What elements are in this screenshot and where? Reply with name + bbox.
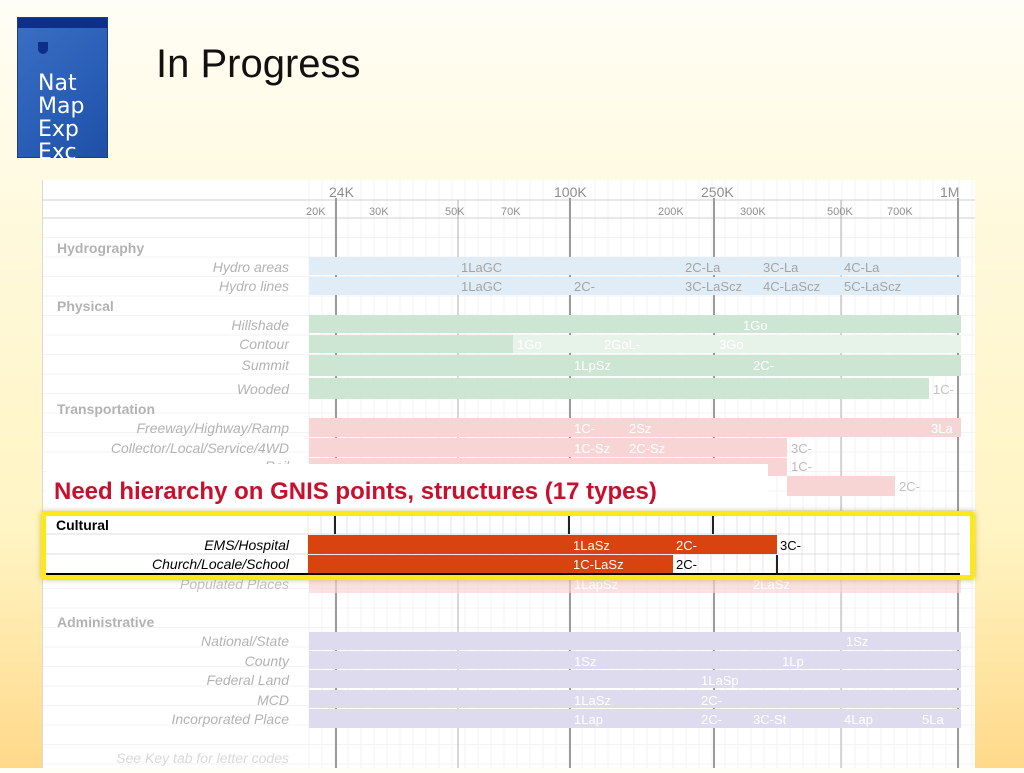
code-hydro-lines-2: 2C- (574, 279, 595, 294)
row-collector: Collector/Local/Service/4WD (111, 440, 289, 456)
code-mcd-2: 2C- (701, 693, 722, 708)
scale-24k: 24K (329, 184, 355, 200)
scale-200k: 200K (658, 206, 684, 218)
code-hydro-areas-2: 2C-La (685, 260, 721, 275)
code-hillshade-1: 1Go (743, 318, 768, 333)
code-contour-3: 3Go (719, 337, 744, 352)
bar-hillshade (309, 315, 961, 333)
bar-federal (309, 670, 961, 688)
code-county-2: 1Lp (782, 654, 804, 669)
logo-line-1: Nat (38, 71, 77, 96)
code-summit-2: 2C- (753, 358, 774, 373)
code-incorporated-1: 1Lap (574, 712, 603, 727)
section-physical: Physical (57, 298, 114, 314)
code-wooded-1: 1C- (933, 382, 954, 397)
bar-ems (308, 535, 777, 554)
row-hillshade: Hillshade (231, 317, 289, 333)
code-freeway-1: 1C- (574, 421, 595, 436)
scale-20k: 20K (306, 206, 326, 218)
section-cultural: Cultural (56, 517, 109, 533)
shield-icon (38, 42, 48, 54)
bar-summit (309, 355, 961, 376)
natmap-logo: Nat Map Exp Exc (18, 18, 107, 164)
scale-500k: 500K (827, 206, 853, 218)
bar-rail-extra (787, 476, 895, 496)
code-hydro-areas-4: 4C-La (844, 260, 880, 275)
row-national: National/State (201, 633, 289, 649)
logo-line-2: Map (38, 94, 85, 119)
row-mcd: MCD (257, 692, 289, 708)
section-administrative: Administrative (57, 614, 154, 630)
code-collector-1: 1C-Sz (574, 441, 610, 456)
row-summit: Summit (242, 357, 291, 373)
row-ems: EMS/Hospital (204, 537, 290, 553)
code-contour-2: 2GoL- (604, 337, 640, 352)
scale-250k: 250K (701, 184, 734, 200)
bar-wooded (309, 378, 929, 399)
cultural-highlight-frame (41, 511, 975, 580)
section-hydrography: Hydrography (57, 240, 144, 256)
code-incorporated-4: 4Lap (844, 712, 873, 727)
footer-note: See Key tab for letter codes (116, 750, 289, 766)
bar-mcd (309, 690, 961, 708)
logo-stripe (18, 18, 107, 28)
code-contour-1: 1Go (517, 337, 542, 352)
code-incorporated-5: 5La (922, 712, 944, 727)
code-rail-1: 1C- (791, 459, 812, 474)
code-hydro-areas-1: 1LaGC (461, 260, 502, 275)
scale-50k: 50K (445, 206, 465, 218)
code-hydro-lines-5: 5C-LaScz (844, 279, 901, 294)
scale-1m: 1M (940, 184, 959, 200)
bar-collector (309, 438, 787, 457)
row-wooded: Wooded (237, 381, 290, 397)
code-collector-2: 2C-Sz (629, 441, 665, 456)
code-incorporated-2: 2C- (701, 712, 722, 727)
scale-70k: 70K (501, 206, 521, 218)
code-church-1: 1C-LaSz (573, 557, 624, 572)
code-summit-1: 1LpSz (574, 358, 611, 373)
code-incorporated-3: 3C-St (753, 712, 787, 727)
row-church: Church/Locale/School (152, 556, 290, 572)
code-ems-3: 3C- (780, 538, 801, 553)
section-transportation: Transportation (57, 401, 155, 417)
code-hydro-areas-3: 3C-La (763, 260, 799, 275)
code-federal-1: 1LaSp (701, 673, 739, 688)
cultural-block: Cultural EMS/Hospital Church/Locale/Scho… (46, 516, 970, 575)
row-federal: Federal Land (206, 672, 290, 688)
code-mcd-1: 1LaSz (574, 693, 611, 708)
code-ems-2: 2C- (676, 538, 697, 553)
code-county-1: 1Sz (574, 654, 596, 669)
code-hydro-lines-3: 3C-LaScz (685, 279, 742, 294)
code-rail-2: 2C- (899, 479, 920, 494)
scale-700k: 700K (887, 206, 913, 218)
bar-county (309, 651, 961, 669)
code-freeway-3: 3La (931, 421, 953, 436)
code-collector-3: 3C- (791, 441, 812, 456)
row-hydro-areas: Hydro areas (213, 259, 289, 275)
scale-300k: 300K (740, 206, 766, 218)
row-hydro-lines: Hydro lines (219, 278, 289, 294)
code-hydro-lines-4: 4C-LaScz (763, 279, 820, 294)
logo-line-3: Exp (38, 117, 79, 142)
code-church-2: 2C- (676, 557, 697, 572)
bar-contour-a (309, 335, 513, 353)
code-freeway-2: 2Sz (629, 421, 651, 436)
code-national-1: 1Sz (846, 634, 868, 649)
gnis-callout: Need hierarchy on GNIS points, structure… (46, 464, 768, 520)
code-ems-1: 1LaSz (573, 538, 610, 553)
page-title: In Progress (156, 42, 361, 86)
row-contour: Contour (239, 336, 290, 352)
cultural-grid: Cultural EMS/Hospital Church/Locale/Scho… (46, 516, 960, 575)
code-hydro-lines-1: 1LaGC (461, 279, 502, 294)
row-county: County (245, 653, 290, 669)
scale-100k: 100K (554, 184, 587, 200)
row-freeway: Freeway/Highway/Ramp (137, 420, 290, 436)
bar-church (308, 555, 673, 574)
scale-30k: 30K (369, 206, 389, 218)
row-incorporated: Incorporated Place (171, 711, 289, 727)
logo-line-4: Exc (38, 140, 77, 165)
